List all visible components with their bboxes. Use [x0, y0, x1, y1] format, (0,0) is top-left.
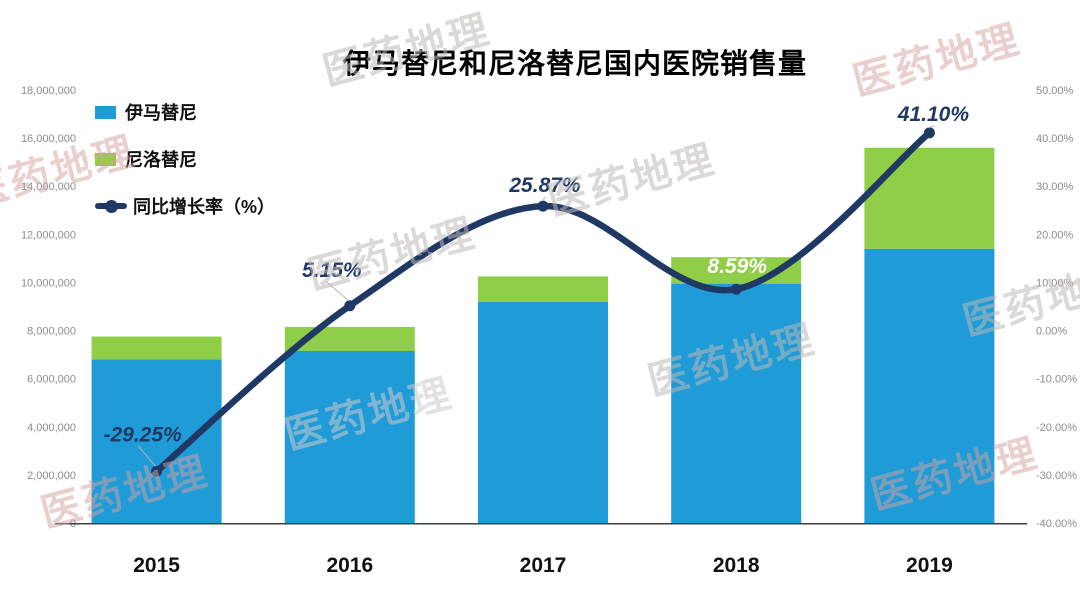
growth-point-2015 — [151, 465, 163, 477]
right-axis-tick: -20.00% — [1036, 422, 1077, 434]
x-axis-label-2015: 2015 — [133, 554, 180, 577]
label-leader-2017 — [541, 196, 546, 202]
bar-imatinib-2016 — [284, 351, 415, 523]
nilotinib-bar-swatch-icon — [95, 152, 116, 166]
legend-item-imatinib: 伊马替尼 — [95, 100, 275, 124]
right-axis-tick: -30.00% — [1036, 470, 1077, 482]
growth-label-2016: 5.15% — [302, 259, 362, 282]
left-axis-tick: 8,000,000 — [27, 326, 76, 338]
bar-nilotinib-2017 — [478, 276, 608, 302]
bar-nilotinib-2015 — [91, 336, 222, 360]
left-axis-tick: 10,000,000 — [21, 277, 76, 289]
growth-line-swatch-icon — [95, 199, 127, 213]
bar-nilotinib-2019 — [864, 147, 995, 249]
growth-point-2016 — [344, 300, 356, 312]
right-axis-tick: -10.00% — [1036, 374, 1077, 386]
right-axis-tick: 40.00% — [1036, 133, 1074, 145]
left-axis-tick: 12,000,000 — [21, 229, 76, 241]
label-leader-2015 — [138, 445, 156, 467]
chart-title: 伊马替尼和尼洛替尼国内医院销售量 — [342, 48, 807, 79]
growth-label-2015: -29.25% — [103, 423, 182, 446]
right-axis-tick: 0.00% — [1036, 326, 1067, 338]
legend-item-growth-rate: 同比增长率（%） — [95, 194, 275, 218]
growth-point-2018 — [730, 283, 742, 295]
left-axis-tick: 14,000,000 — [21, 181, 76, 193]
bar-imatinib-2018 — [671, 283, 802, 523]
growth-label-2019: 41.10% — [897, 103, 970, 126]
label-leader-2016 — [326, 281, 350, 302]
legend-item-nilotinib: 尼洛替尼 — [95, 147, 275, 171]
bar-imatinib-2019 — [864, 248, 995, 523]
x-axis-label-2017: 2017 — [520, 554, 567, 577]
label-leader-2019 — [928, 125, 935, 129]
bar-imatinib-2015 — [91, 359, 222, 523]
right-axis-tick: -40.00% — [1036, 518, 1077, 530]
right-axis-tick: 30.00% — [1036, 181, 1074, 193]
imatinib-bar-swatch-icon — [95, 105, 116, 119]
growth-point-2017 — [537, 200, 549, 212]
x-axis-label-2019: 2019 — [906, 554, 953, 577]
left-axis-tick: 6,000,000 — [27, 374, 76, 386]
x-axis-label-2018: 2018 — [713, 554, 760, 577]
growth-point-2019 — [923, 127, 935, 139]
left-axis-tick: 16,000,000 — [21, 133, 76, 145]
left-axis-tick: 4,000,000 — [27, 422, 76, 434]
left-axis-tick: 18,000,000 — [21, 85, 76, 97]
bar-imatinib-2017 — [478, 301, 608, 523]
right-axis-tick: 20.00% — [1036, 229, 1074, 241]
right-axis-tick: 10.00% — [1036, 277, 1074, 289]
legend-label-growth-rate: 同比增长率（%） — [133, 197, 276, 217]
growth-label-2017: 25.87% — [508, 174, 581, 197]
left-axis-tick: 2,000,000 — [27, 470, 76, 482]
legend: 伊马替尼 尼洛替尼 同比增长率（%） — [95, 100, 275, 218]
x-axis-label-2016: 2016 — [326, 554, 373, 577]
right-axis-tick: 50.00% — [1036, 85, 1074, 97]
legend-label-imatinib: 伊马替尼 — [125, 103, 197, 123]
growth-label-2018: 8.59% — [707, 255, 767, 278]
legend-label-nilotinib: 尼洛替尼 — [125, 150, 197, 170]
